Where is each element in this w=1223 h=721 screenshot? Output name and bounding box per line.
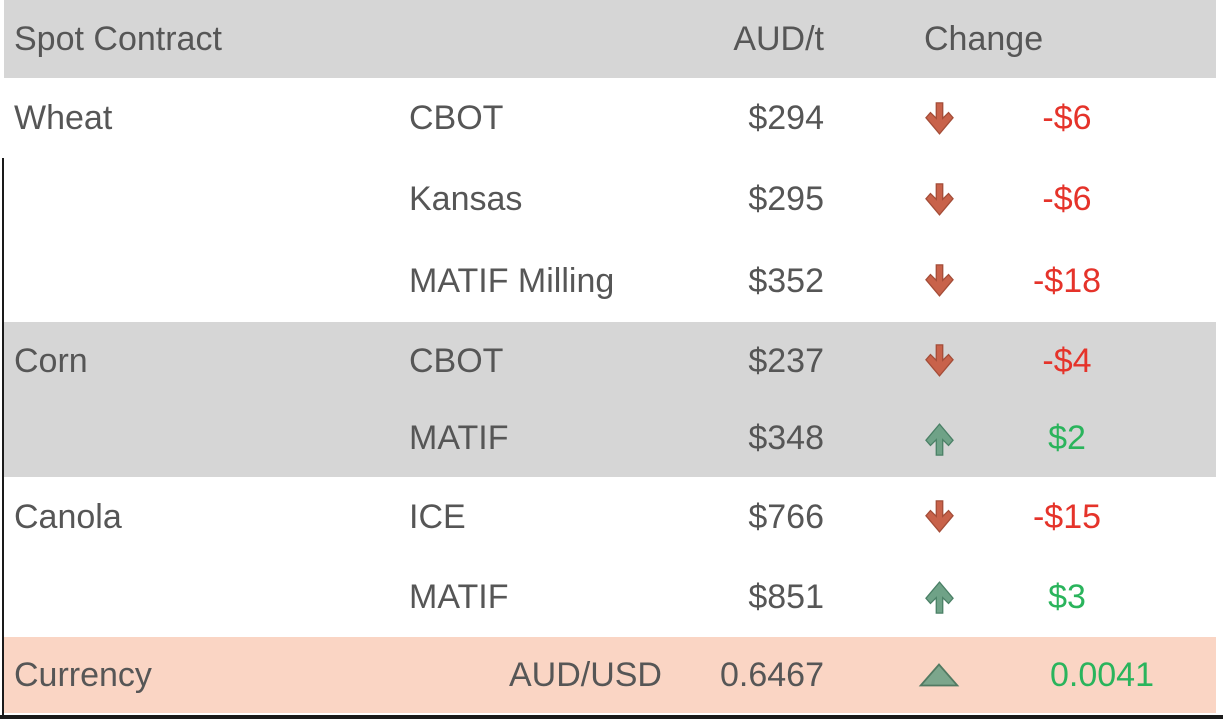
- contract-cell: MATIF: [409, 419, 509, 457]
- contract-cell: CBOT: [409, 341, 504, 380]
- table-row: MATIF Milling $352 -$18: [4, 240, 1216, 322]
- table-header-section: Spot Contract AUD/t Change: [4, 0, 1216, 78]
- down-arrow-icon: [849, 240, 1029, 322]
- header-row: Spot Contract AUD/t Change: [4, 0, 1216, 78]
- change-cell: 0.0041: [1050, 655, 1154, 694]
- down-arrow-icon: [849, 477, 1029, 557]
- change-cell: -$6: [1042, 180, 1092, 218]
- table-row: Canola ICE $766 -$15: [4, 477, 1216, 557]
- commodity-cell: Currency: [14, 655, 152, 694]
- table-row: Currency AUD/USD 0.6467 0.0041: [4, 637, 1216, 713]
- table-row: Kansas $295 -$6: [4, 159, 1216, 240]
- price-cell: $851: [748, 577, 824, 616]
- down-arrow-icon: [849, 322, 1029, 400]
- contract-cell: AUD/USD: [508, 655, 662, 694]
- price-cell: $294: [748, 99, 824, 137]
- change-cell: $3: [1048, 577, 1086, 616]
- contract-cell: MATIF: [409, 577, 509, 616]
- price-cell: $352: [748, 261, 824, 300]
- contract-cell: ICE: [409, 497, 466, 536]
- price-cell: $766: [748, 497, 824, 536]
- table-row: MATIF $348 $2: [4, 400, 1216, 477]
- table-row: Wheat CBOT $294 -$6: [4, 78, 1216, 159]
- table-row: Corn CBOT $237 -$4: [4, 322, 1216, 400]
- commodity-cell: Corn: [14, 341, 88, 380]
- change-cell: -$4: [1042, 341, 1092, 380]
- corn-section: Corn CBOT $237 -$4 MATIF $348 $2: [4, 322, 1216, 477]
- contract-cell: CBOT: [409, 99, 504, 137]
- table-row: MATIF $851 $3: [4, 557, 1216, 637]
- price-cell: 0.6467: [720, 655, 824, 694]
- contract-cell: Kansas: [409, 180, 523, 218]
- header-spot-contract: Spot Contract: [14, 19, 222, 58]
- header-change: Change: [924, 19, 1044, 58]
- commodity-cell: Wheat: [14, 99, 113, 137]
- price-cell: $295: [748, 180, 824, 218]
- left-axis-line: [2, 158, 4, 719]
- price-cell: $237: [748, 341, 824, 380]
- change-cell: -$18: [1032, 261, 1102, 300]
- header-aud-t: AUD/t: [733, 19, 824, 58]
- contract-cell: MATIF Milling: [409, 261, 615, 300]
- currency-section: Currency AUD/USD 0.6467 0.0041: [4, 637, 1216, 713]
- commodity-cell: Canola: [14, 497, 122, 536]
- change-cell: -$15: [1032, 497, 1102, 536]
- up-arrow-icon: [849, 557, 1029, 637]
- down-arrow-icon: [849, 78, 1029, 159]
- change-cell: -$6: [1042, 99, 1092, 137]
- price-cell: $348: [748, 419, 824, 457]
- up-triangle-icon: [849, 637, 1029, 713]
- bottom-axis-line: [0, 715, 1223, 719]
- down-arrow-icon: [849, 159, 1029, 240]
- up-arrow-icon: [849, 400, 1029, 477]
- wheat-section: Wheat CBOT $294 -$6 Kansas $295 -$6 MATI…: [4, 78, 1216, 322]
- change-cell: $2: [1048, 419, 1086, 457]
- canola-section: Canola ICE $766 -$15 MATIF $851 $3: [4, 477, 1216, 637]
